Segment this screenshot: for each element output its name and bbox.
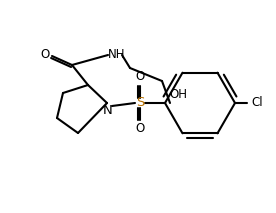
Text: Cl: Cl	[251, 96, 263, 109]
Text: O: O	[135, 122, 145, 135]
Text: O: O	[40, 49, 50, 62]
Text: NH: NH	[108, 49, 126, 62]
Text: O: O	[135, 71, 145, 83]
Text: OH: OH	[169, 88, 187, 102]
Text: N: N	[103, 105, 113, 118]
Text: S: S	[136, 96, 144, 109]
